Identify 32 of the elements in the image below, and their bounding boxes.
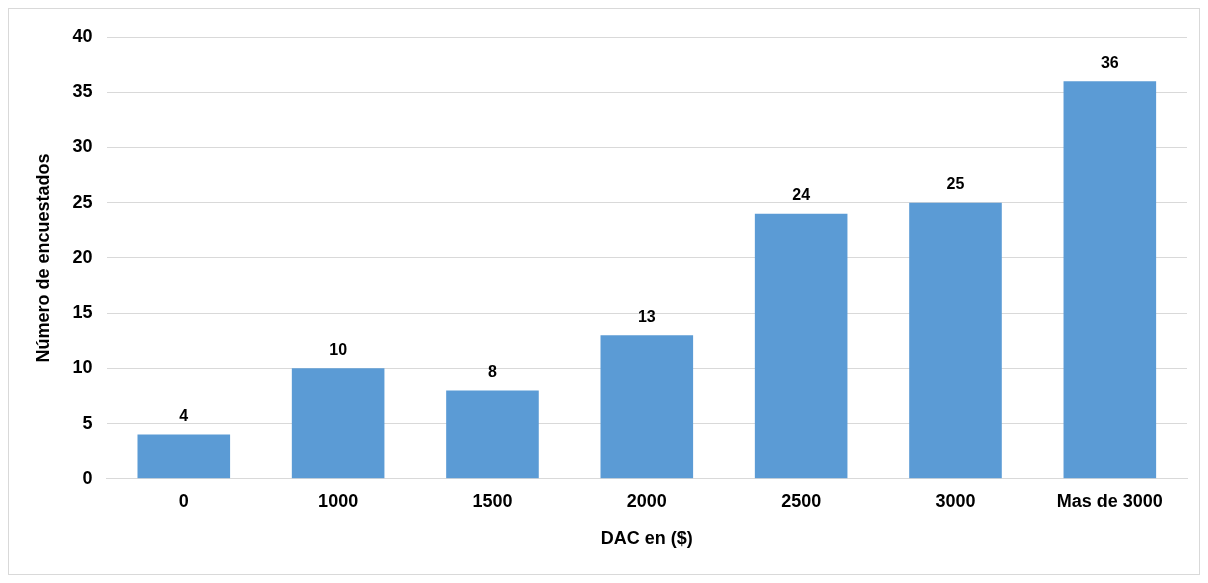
x-tick-label: 2500 — [781, 490, 822, 511]
y-tick-label: 10 — [72, 357, 93, 378]
y-tick-label: 35 — [72, 81, 93, 102]
y-tick-label: 0 — [82, 467, 93, 488]
data-label: 4 — [179, 407, 189, 425]
y-tick-label: 15 — [72, 302, 93, 323]
data-label: 10 — [329, 340, 348, 358]
bar — [909, 202, 1002, 479]
data-label: 13 — [637, 307, 656, 325]
data-label: 36 — [1100, 53, 1119, 71]
x-axis-title: DAC en ($) — [600, 528, 693, 549]
bar — [291, 368, 385, 479]
x-tick-label: 0 — [178, 490, 189, 511]
x-tick-label: 3000 — [935, 490, 976, 511]
y-tick-label: 25 — [72, 191, 93, 212]
data-label: 25 — [946, 175, 965, 193]
y-tick-label: 20 — [72, 246, 93, 267]
bar — [137, 434, 231, 479]
data-label: 24 — [792, 186, 811, 204]
y-axis-title: Número de encuestados — [32, 153, 53, 363]
y-tick-label: 5 — [82, 412, 93, 433]
x-tick-label: 1500 — [472, 490, 513, 511]
x-tick-label: 1000 — [318, 490, 359, 511]
bar — [600, 335, 694, 479]
y-tick-label: 30 — [72, 136, 93, 157]
data-label: 8 — [488, 362, 498, 380]
x-tick-label: 2000 — [626, 490, 667, 511]
bar — [446, 390, 539, 479]
x-tick-label: Mas de 3000 — [1056, 490, 1163, 511]
bar — [754, 213, 848, 479]
bar — [1063, 81, 1157, 479]
y-tick-label: 40 — [72, 25, 93, 46]
